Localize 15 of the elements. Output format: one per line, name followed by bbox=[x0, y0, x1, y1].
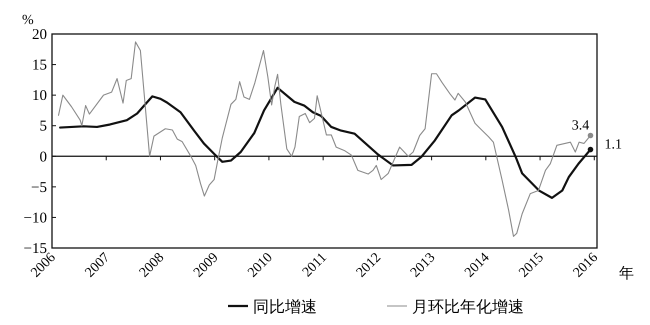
y-tick-label: 10 bbox=[32, 88, 47, 104]
annotation: 1.1 bbox=[604, 138, 622, 153]
y-tick-label: 0 bbox=[40, 149, 47, 166]
legend-label: 月环比年化增速 bbox=[412, 298, 524, 316]
y-axis-title: % bbox=[22, 13, 34, 28]
x-axis-title: 年 bbox=[619, 265, 634, 282]
annotation: 3.4 bbox=[572, 118, 590, 134]
y-tick-label: −10 bbox=[24, 210, 47, 226]
y-tick-label: 20 bbox=[32, 27, 47, 43]
y-tick-label: −5 bbox=[31, 180, 47, 196]
y-tick-label: 5 bbox=[40, 118, 47, 135]
y-tick-label: −15 bbox=[24, 241, 47, 257]
x-tick-label: 2011 bbox=[300, 250, 330, 280]
legend-label: 同比增速 bbox=[253, 298, 317, 316]
y-tick-label: 15 bbox=[32, 58, 47, 74]
